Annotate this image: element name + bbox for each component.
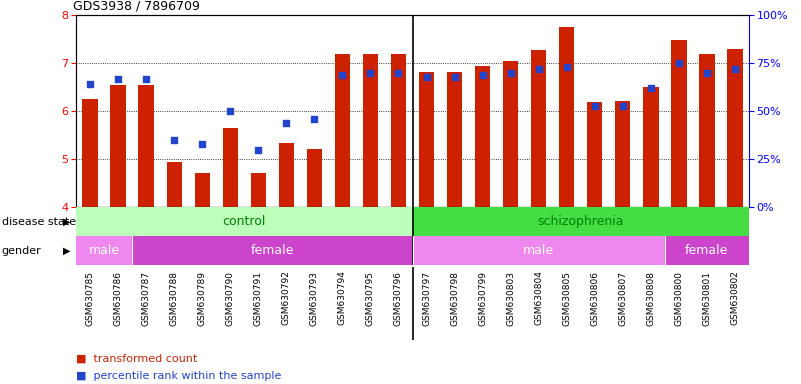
Bar	[475, 66, 490, 207]
Bar	[503, 61, 518, 207]
Text: GSM630785: GSM630785	[86, 270, 95, 326]
Text: GSM630808: GSM630808	[646, 270, 655, 326]
Point	[139, 76, 152, 82]
Bar	[699, 54, 714, 207]
Bar	[335, 54, 350, 207]
Text: GSM630807: GSM630807	[618, 270, 627, 326]
Bar	[139, 85, 154, 207]
Bar	[307, 149, 322, 207]
Bar	[615, 101, 630, 207]
Text: GSM630802: GSM630802	[731, 270, 739, 325]
Text: gender: gender	[2, 245, 42, 256]
Text: female: female	[685, 244, 729, 257]
Point	[392, 70, 405, 76]
Bar	[413, 236, 665, 265]
Text: ▶: ▶	[62, 245, 70, 256]
Bar	[223, 128, 238, 207]
Text: GSM630791: GSM630791	[254, 270, 263, 326]
Text: male: male	[89, 244, 119, 257]
Bar	[413, 207, 749, 236]
Point	[336, 72, 349, 78]
Point	[476, 72, 489, 78]
Text: GSM630801: GSM630801	[702, 270, 711, 326]
Text: GSM630806: GSM630806	[590, 270, 599, 326]
Text: GSM630794: GSM630794	[338, 270, 347, 325]
Point	[505, 70, 517, 76]
Point	[672, 60, 685, 66]
Text: GSM630804: GSM630804	[534, 270, 543, 325]
Text: ■  percentile rank within the sample: ■ percentile rank within the sample	[76, 371, 281, 381]
Text: female: female	[251, 244, 294, 257]
Text: GSM630796: GSM630796	[394, 270, 403, 326]
Text: GSM630788: GSM630788	[170, 270, 179, 326]
Bar	[447, 72, 462, 207]
Bar	[419, 72, 434, 207]
Point	[561, 64, 574, 70]
Text: control: control	[223, 215, 266, 228]
Point	[700, 70, 713, 76]
Text: disease state: disease state	[2, 217, 76, 227]
Bar	[727, 49, 743, 207]
Text: GSM630798: GSM630798	[450, 270, 459, 326]
Point	[111, 76, 125, 82]
Bar	[587, 102, 602, 207]
Bar	[531, 50, 546, 207]
Text: ■  transformed count: ■ transformed count	[76, 353, 197, 363]
Point	[421, 74, 433, 80]
Text: GSM630793: GSM630793	[310, 270, 319, 326]
Bar	[132, 236, 413, 265]
Text: GSM630787: GSM630787	[142, 270, 151, 326]
Point	[168, 137, 181, 143]
Text: schizophrenia: schizophrenia	[537, 215, 624, 228]
Bar	[665, 236, 749, 265]
Point	[364, 70, 377, 76]
Bar	[643, 87, 658, 207]
Bar	[671, 40, 686, 207]
Point	[616, 103, 629, 109]
Bar	[559, 27, 574, 207]
Text: male: male	[523, 244, 554, 257]
Point	[308, 116, 320, 122]
Bar	[251, 173, 266, 207]
Text: GSM630799: GSM630799	[478, 270, 487, 326]
Point	[224, 108, 237, 114]
Text: GSM630790: GSM630790	[226, 270, 235, 326]
Point	[84, 81, 96, 88]
Bar	[195, 173, 210, 207]
Text: GDS3938 / 7896709: GDS3938 / 7896709	[73, 0, 199, 13]
Point	[728, 66, 741, 72]
Point	[195, 141, 208, 147]
Text: GSM630803: GSM630803	[506, 270, 515, 326]
Point	[252, 147, 264, 153]
Text: GSM630795: GSM630795	[366, 270, 375, 326]
Point	[280, 120, 293, 126]
Bar	[363, 54, 378, 207]
Bar	[76, 236, 132, 265]
Text: GSM630800: GSM630800	[674, 270, 683, 326]
Text: ▶: ▶	[62, 217, 70, 227]
Point	[588, 103, 601, 109]
Text: GSM630792: GSM630792	[282, 270, 291, 325]
Bar	[76, 207, 413, 236]
Text: GSM630789: GSM630789	[198, 270, 207, 326]
Text: GSM630805: GSM630805	[562, 270, 571, 326]
Text: GSM630797: GSM630797	[422, 270, 431, 326]
Bar	[83, 99, 98, 207]
Bar	[391, 54, 406, 207]
Text: GSM630786: GSM630786	[114, 270, 123, 326]
Bar	[111, 85, 126, 207]
Bar	[167, 162, 182, 207]
Point	[532, 66, 545, 72]
Point	[644, 85, 657, 91]
Bar	[279, 142, 294, 207]
Point	[449, 74, 461, 80]
